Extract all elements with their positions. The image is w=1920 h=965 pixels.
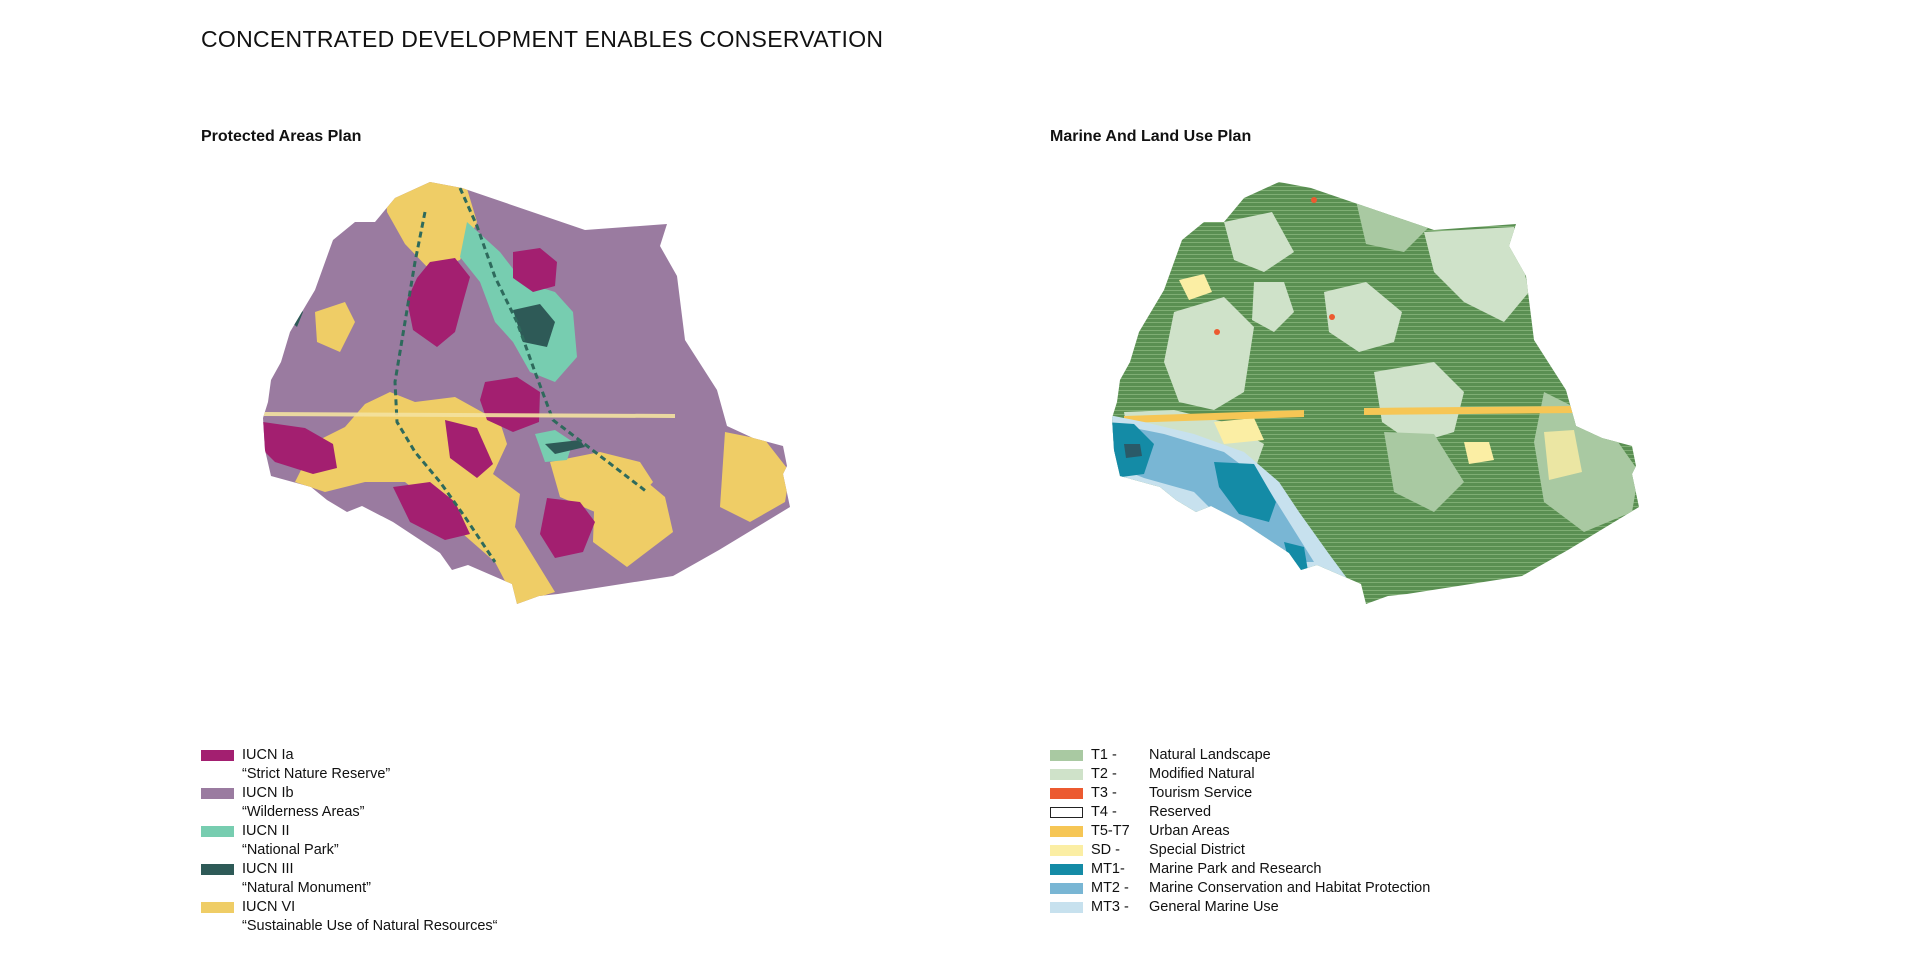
legend-item-mt2: MT2 - Marine Conservation and Habitat Pr… — [1050, 879, 1430, 898]
legend-description: “Natural Monument” — [242, 880, 371, 896]
legend-code: T1 - — [1091, 747, 1117, 763]
legend-item-sd: SD - Special District — [1050, 841, 1430, 860]
legend-label: Marine Conservation and Habitat Protecti… — [1149, 880, 1431, 896]
legend-code: T4 - — [1091, 804, 1117, 820]
legend-swatch — [1050, 845, 1083, 856]
legend-swatch — [1050, 883, 1083, 894]
legend-description: “National Park” — [242, 842, 339, 858]
legend-code: IUCN Ib — [242, 785, 294, 801]
legend-label: Marine Park and Research — [1149, 861, 1322, 877]
legend-code: IUCN Ia — [242, 747, 294, 763]
legend-code: T3 - — [1091, 785, 1117, 801]
legend-label: Special District — [1149, 842, 1245, 858]
legend-label: Natural Landscape — [1149, 747, 1271, 763]
legend-code: IUCN II — [242, 823, 290, 839]
legend-item-t1: T1 - Natural Landscape — [1050, 746, 1430, 765]
page-title: CONCENTRATED DEVELOPMENT ENABLES CONSERV… — [201, 26, 884, 52]
legend-description-row: “National Park” — [201, 841, 497, 860]
legend-code: T5-T7 — [1091, 823, 1130, 839]
legend-item-t2: T2 - Modified Natural — [1050, 765, 1430, 784]
legend-item-iucn-vi: IUCN VI — [201, 898, 497, 917]
legend-code: SD - — [1091, 842, 1120, 858]
legend-item-t4: T4 - Reserved — [1050, 803, 1430, 822]
legend-code: MT3 - — [1091, 899, 1129, 915]
legend-description: “Sustainable Use of Natural Resources“ — [242, 918, 498, 934]
legend-code: MT2 - — [1091, 880, 1129, 896]
legend-swatch — [201, 864, 234, 875]
land-use-title: Marine And Land Use Plan — [1050, 128, 1252, 145]
legend-code: T2 - — [1091, 766, 1117, 782]
legend-swatch — [1050, 826, 1083, 837]
legend-label: Urban Areas — [1149, 823, 1230, 839]
legend-swatch — [201, 826, 234, 837]
protected-areas-map — [263, 182, 790, 604]
legend-swatch — [201, 902, 234, 913]
legend-description-row: “Natural Monument” — [201, 879, 497, 898]
legend-description: “Strict Nature Reserve” — [242, 766, 391, 782]
legend-description-row: “Strict Nature Reserve” — [201, 765, 497, 784]
legend-code: IUCN III — [242, 861, 294, 877]
legend-swatch — [1050, 769, 1083, 780]
legend-code: MT1- — [1091, 861, 1125, 877]
legend-swatch — [1050, 788, 1083, 799]
legend-label: Modified Natural — [1149, 766, 1255, 782]
legend-swatch — [1050, 902, 1083, 913]
legend-item-t5-t7: T5-T7 Urban Areas — [1050, 822, 1430, 841]
legend-item-iucn-ib: IUCN Ib — [201, 784, 497, 803]
land-use-map — [1112, 182, 1639, 604]
legend-description-row: “Wilderness Areas” — [201, 803, 497, 822]
legend-item-iucn-ii: IUCN II — [201, 822, 497, 841]
legend-item-mt1: MT1- Marine Park and Research — [1050, 860, 1430, 879]
legend-swatch — [1050, 807, 1083, 818]
legend-swatch — [201, 750, 234, 761]
legend-swatch — [1050, 750, 1083, 761]
legend-description-row: “Sustainable Use of Natural Resources“ — [201, 917, 497, 936]
legend-label: General Marine Use — [1149, 899, 1279, 915]
legend-item-t3: T3 - Tourism Service — [1050, 784, 1430, 803]
legend-item-iucn-ia: IUCN Ia — [201, 746, 497, 765]
land-use-legend: T1 - Natural Landscape T2 - Modified Nat… — [1050, 746, 1430, 917]
protected-areas-title: Protected Areas Plan — [201, 128, 362, 145]
legend-label: Reserved — [1149, 804, 1212, 820]
legend-code: IUCN VI — [242, 899, 296, 915]
legend-swatch — [1050, 864, 1083, 875]
legend-label: Tourism Service — [1149, 785, 1253, 801]
protected-areas-legend: IUCN Ia “Strict Nature Reserve” IUCN Ib … — [201, 746, 497, 936]
legend-item-mt3: MT3 - General Marine Use — [1050, 898, 1430, 917]
legend-description: “Wilderness Areas” — [242, 804, 365, 820]
legend-item-iucn-iii: IUCN III — [201, 860, 497, 879]
legend-swatch — [201, 788, 234, 799]
